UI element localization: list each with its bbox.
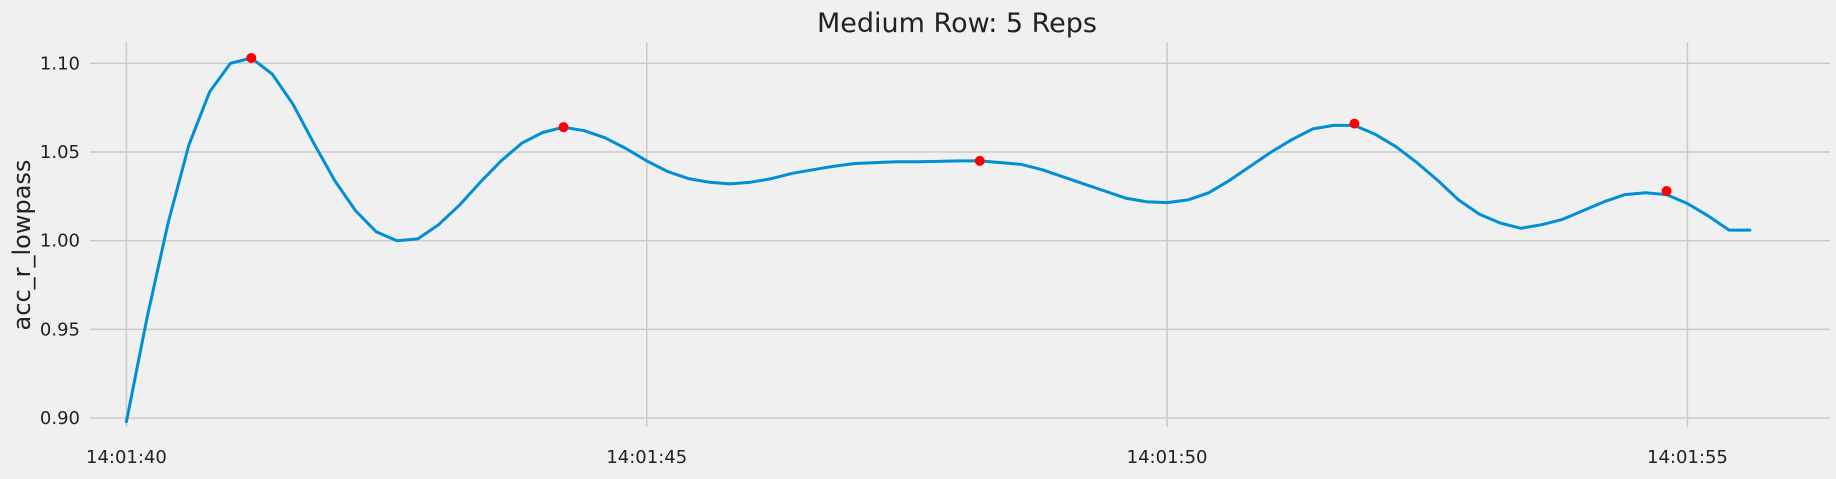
peak-point-3 bbox=[1349, 118, 1360, 129]
y-tick-label-2: 1.00 bbox=[40, 231, 80, 252]
y-axis-label: acc_r_lowpass bbox=[8, 160, 36, 331]
x-tick-label-0: 14:01:40 bbox=[86, 447, 167, 468]
peak-point-1 bbox=[558, 122, 569, 133]
peak-point-2 bbox=[974, 155, 985, 166]
series-line bbox=[124, 56, 1752, 424]
peak-point-0 bbox=[246, 52, 257, 63]
peak-markers-layer bbox=[246, 52, 1672, 197]
y-tick-label-0: 0.90 bbox=[40, 408, 80, 429]
y-tick-label-1: 0.95 bbox=[40, 319, 80, 340]
x-tick-label-1: 14:01:45 bbox=[606, 447, 687, 468]
vertical-gridlines bbox=[125, 42, 1689, 427]
chart-title: Medium Row: 5 Reps bbox=[817, 8, 1097, 39]
x-tick-labels: 14:01:40 14:01:45 14:01:50 14:01:55 bbox=[86, 447, 1728, 468]
series-line-layer bbox=[124, 56, 1752, 424]
peak-point-4 bbox=[1661, 186, 1672, 197]
y-tick-labels: 0.90 0.95 1.00 1.05 1.10 bbox=[40, 53, 80, 429]
x-tick-label-3: 14:01:55 bbox=[1647, 447, 1728, 468]
y-tick-label-4: 1.10 bbox=[40, 53, 80, 74]
y-tick-label-3: 1.05 bbox=[40, 142, 80, 163]
horizontal-gridlines bbox=[90, 62, 1830, 419]
x-tick-label-2: 14:01:50 bbox=[1127, 447, 1208, 468]
